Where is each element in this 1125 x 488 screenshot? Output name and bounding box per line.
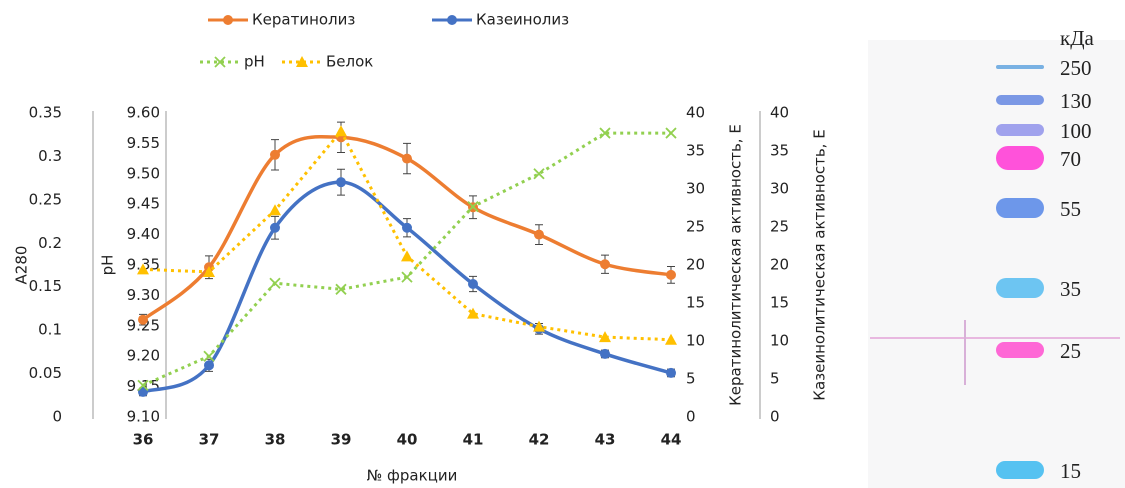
y2-axis-title: pH [99, 255, 117, 276]
y-tick-label: 0.2 [38, 234, 62, 252]
gel-band [996, 198, 1044, 218]
point [534, 169, 544, 179]
y4-tick-label: 0 [770, 408, 780, 426]
y-tick-label: 0.35 [29, 104, 62, 122]
y3-tick-label: 25 [686, 218, 705, 236]
y2-tick-label: 9.55 [127, 134, 160, 152]
y2-tick-label: 9.40 [127, 225, 160, 243]
y3-tick-label: 35 [686, 142, 705, 160]
series-line [143, 182, 671, 392]
point [270, 223, 280, 233]
y2-tick-label: 9.45 [127, 195, 160, 213]
y-tick-label: 0.05 [29, 364, 62, 382]
gel-unit: кДа [1060, 26, 1095, 50]
y2-tick-label: 9.20 [127, 347, 160, 365]
marker-label: 70 [1060, 147, 1081, 171]
gel-band [996, 95, 1044, 105]
point [665, 334, 677, 345]
y3-tick-label: 40 [686, 104, 705, 122]
y3-tick-label: 0 [686, 408, 696, 426]
point [534, 230, 544, 240]
x-axis-title: № фракции [367, 467, 458, 485]
y4-tick-label: 10 [770, 332, 789, 350]
marker-label: 25 [1060, 339, 1081, 363]
y2-tick-label: 9.50 [127, 164, 160, 182]
point [600, 349, 610, 359]
legend-label: Белок [326, 53, 373, 71]
y-tick-label: 0 [52, 408, 62, 426]
y4-tick-label: 35 [770, 142, 789, 160]
point [402, 223, 412, 233]
y3-tick-label: 30 [686, 180, 705, 198]
y-tick-label: 0.15 [29, 277, 62, 295]
gel-band [996, 342, 1044, 358]
y3-tick-label: 15 [686, 294, 705, 312]
y2-tick-label: 9.60 [127, 104, 160, 122]
marker-label: 250 [1060, 56, 1092, 80]
y2-tick-label: 9.30 [127, 286, 160, 304]
y4-tick-label: 25 [770, 218, 789, 236]
legend-label: pH [244, 53, 265, 71]
y4-tick-label: 30 [770, 180, 789, 198]
y4-tick-label: 40 [770, 104, 789, 122]
y-tick-label: 0.3 [38, 147, 62, 165]
y-tick-label: 0.25 [29, 190, 62, 208]
point [666, 368, 676, 378]
point [270, 278, 280, 288]
marker-label: 35 [1060, 277, 1081, 301]
x-tick-label: 36 [133, 431, 154, 449]
gel-band [996, 124, 1044, 136]
y-axis-title: A280 [13, 246, 31, 285]
y3-tick-label: 5 [686, 370, 696, 388]
point [468, 279, 478, 289]
point [402, 154, 412, 164]
y3-tick-label: 10 [686, 332, 705, 350]
point [666, 128, 676, 138]
marker-label: 100 [1060, 119, 1092, 143]
x-tick-label: 42 [529, 431, 550, 449]
gel: кДа 250 130 100 70 55 35 25 15 [868, 26, 1125, 488]
y-tick-label: 0.1 [38, 321, 62, 339]
y4-axis-title: Казеинолитическая активность, Е [811, 129, 829, 400]
y4-tick-label: 20 [770, 256, 789, 274]
gel-band [996, 146, 1044, 170]
point [138, 315, 148, 325]
point [336, 177, 346, 187]
point [204, 360, 214, 370]
legend-label: Казеинолиз [476, 11, 569, 29]
gel-band [996, 461, 1044, 479]
marker-label: 130 [1060, 89, 1092, 113]
x-tick-label: 37 [199, 431, 220, 449]
x-tick-label: 43 [595, 431, 616, 449]
point [600, 259, 610, 269]
x-tick-label: 39 [331, 431, 352, 449]
x-tick-label: 38 [265, 431, 286, 449]
x-tick-label: 44 [661, 431, 682, 449]
x-tick-label: 40 [397, 431, 418, 449]
y4-tick-label: 15 [770, 294, 789, 312]
point [402, 272, 412, 282]
figure: кДа 2501301007055352515 00.050.10.150.20… [0, 0, 1125, 488]
y3-axis-title: Кератинолитическая активность, Е [727, 124, 745, 406]
point [666, 270, 676, 280]
point [335, 125, 347, 136]
legend-label: Кератинолиз [252, 11, 355, 29]
marker-label: 55 [1060, 197, 1081, 221]
y4-tick-label: 5 [770, 370, 780, 388]
y3-tick-label: 20 [686, 256, 705, 274]
legend-marker [223, 15, 233, 25]
y2-tick-label: 9.10 [127, 408, 160, 426]
point [401, 250, 413, 261]
gel-band [996, 65, 1044, 69]
point [270, 150, 280, 160]
x-tick-label: 41 [463, 431, 484, 449]
legend-marker [447, 15, 457, 25]
marker-label: 15 [1060, 459, 1081, 483]
gel-band [996, 278, 1044, 298]
